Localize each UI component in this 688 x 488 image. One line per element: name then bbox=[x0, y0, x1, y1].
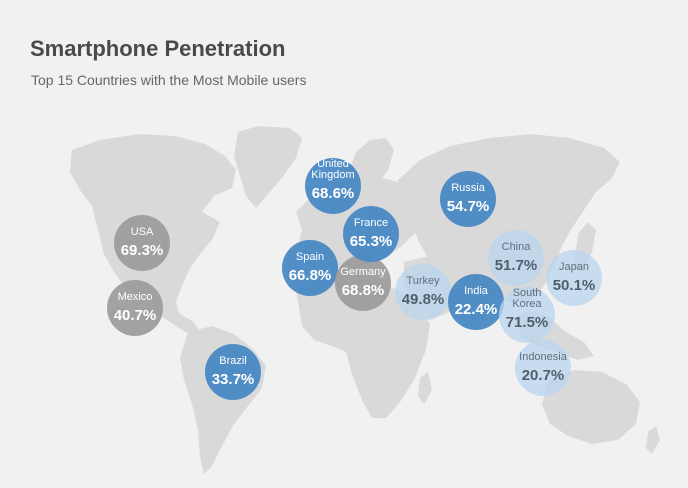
country-value-russia: 54.7% bbox=[447, 198, 490, 215]
madagascar-shape bbox=[418, 372, 432, 404]
country-value-turkey: 49.8% bbox=[402, 291, 445, 308]
bubble-turkey: Turkey 49.8% bbox=[395, 264, 451, 320]
bubble-japan: Japan 50.1% bbox=[546, 250, 602, 306]
country-value-united-kingdom: 68.6% bbox=[312, 185, 355, 202]
page-subtitle: Top 15 Countries with the Most Mobile us… bbox=[31, 72, 307, 88]
bubble-circle-china bbox=[488, 230, 544, 286]
country-label-indonesia: Indonesia bbox=[519, 351, 568, 363]
bubble-france: France 65.3% bbox=[343, 206, 399, 262]
bubble-circle-usa bbox=[114, 215, 170, 271]
country-label-france: France bbox=[354, 217, 388, 229]
country-label-brazil: Brazil bbox=[219, 355, 247, 367]
bubble-china: China 51.7% bbox=[488, 230, 544, 286]
country-value-india: 22.4% bbox=[455, 301, 498, 318]
bubble-circle-france bbox=[343, 206, 399, 262]
bubble-germany: Germany 68.8% bbox=[335, 255, 391, 311]
country-label-south-korea: Korea bbox=[512, 298, 542, 310]
bubble-circle-japan bbox=[546, 250, 602, 306]
africa-shape bbox=[296, 272, 430, 418]
bubble-circle-united-kingdom bbox=[305, 158, 361, 214]
bubble-circle-russia bbox=[440, 171, 496, 227]
country-value-japan: 50.1% bbox=[553, 277, 596, 294]
bubble-india: India 22.4% bbox=[448, 274, 504, 330]
country-value-south-korea: 71.5% bbox=[506, 314, 549, 331]
country-label-usa: USA bbox=[131, 226, 154, 238]
country-label-russia: Russia bbox=[451, 182, 486, 194]
country-label-germany: Germany bbox=[340, 266, 386, 278]
bubble-circle-india bbox=[448, 274, 504, 330]
country-bubbles: USA 69.3% Mexico 40.7% Brazil 33.7% UnitedKing… bbox=[107, 158, 602, 400]
country-value-germany: 68.8% bbox=[342, 282, 385, 299]
country-label-united-kingdom: Kingdom bbox=[311, 169, 354, 181]
bubble-brazil: Brazil 33.7% bbox=[205, 344, 261, 400]
australia-shape bbox=[542, 370, 640, 444]
bubble-usa: USA 69.3% bbox=[114, 215, 170, 271]
country-label-turkey: Turkey bbox=[406, 275, 440, 287]
new-zealand-shape bbox=[646, 426, 660, 454]
country-label-united-kingdom: United bbox=[317, 158, 349, 170]
country-value-mexico: 40.7% bbox=[114, 307, 157, 324]
bubble-russia: Russia 54.7% bbox=[440, 171, 496, 227]
bubble-circle-south-korea bbox=[499, 287, 555, 343]
bubble-circle-germany bbox=[335, 255, 391, 311]
country-label-india: India bbox=[464, 285, 489, 297]
bubble-circle-spain bbox=[282, 240, 338, 296]
country-label-south-korea: South bbox=[513, 287, 542, 299]
page-title: Smartphone Penetration bbox=[30, 36, 286, 61]
country-label-mexico: Mexico bbox=[118, 291, 153, 303]
country-value-france: 65.3% bbox=[350, 233, 393, 250]
country-label-china: China bbox=[502, 241, 532, 253]
country-value-spain: 66.8% bbox=[289, 267, 332, 284]
greenland-shape bbox=[234, 126, 302, 208]
bubble-circle-mexico bbox=[107, 280, 163, 336]
country-value-usa: 69.3% bbox=[121, 242, 164, 259]
country-label-spain: Spain bbox=[296, 251, 324, 263]
bubble-circle-indonesia bbox=[515, 340, 571, 396]
country-value-china: 51.7% bbox=[495, 257, 538, 274]
bubble-circle-brazil bbox=[205, 344, 261, 400]
country-value-indonesia: 20.7% bbox=[522, 367, 565, 384]
bubble-indonesia: Indonesia 20.7% bbox=[515, 340, 571, 396]
country-value-brazil: 33.7% bbox=[212, 371, 255, 388]
bubble-spain: Spain 66.8% bbox=[282, 240, 338, 296]
country-label-japan: Japan bbox=[559, 261, 589, 273]
bubble-mexico: Mexico 40.7% bbox=[107, 280, 163, 336]
bubble-circle-turkey bbox=[395, 264, 451, 320]
